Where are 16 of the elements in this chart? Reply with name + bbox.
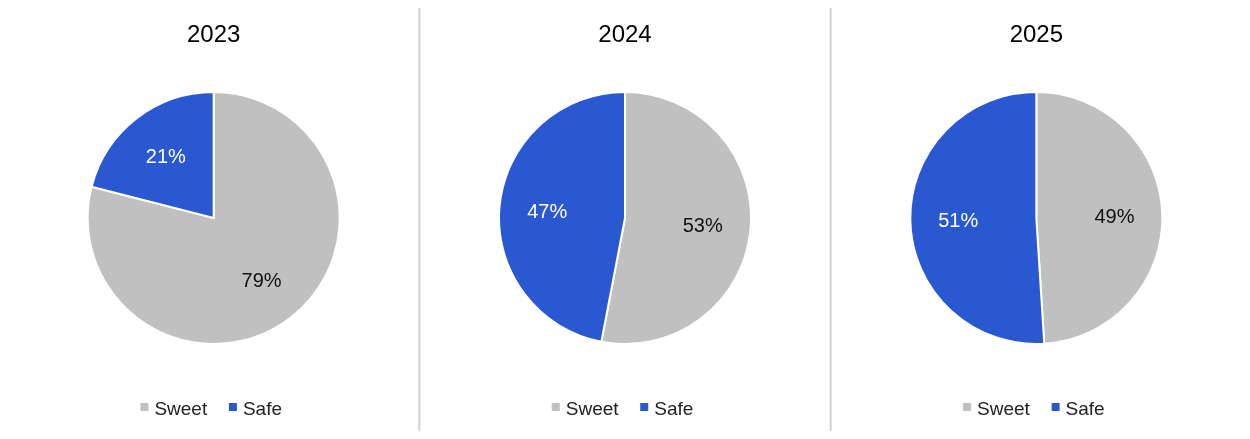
pie-slice (86, 91, 341, 345)
legend-label: Sweet (977, 397, 1031, 419)
legend-label: Safe (1065, 397, 1105, 419)
chart-title: 2025 (1009, 20, 1064, 47)
data-label: 53% (682, 214, 723, 237)
data-label: 47% (527, 199, 568, 222)
legend-label: Sweet (565, 397, 620, 419)
legend-label: Safe (242, 397, 283, 419)
legend-label: Sweet (154, 397, 208, 419)
data-label: 49% (1094, 204, 1135, 227)
data-label: 79% (241, 268, 282, 291)
chart-title: 2023 (186, 20, 241, 47)
legend-label: Safe (654, 397, 694, 419)
data-label: 21% (145, 145, 187, 168)
chart-title: 2024 (598, 20, 652, 47)
data-label: 51% (938, 209, 979, 232)
